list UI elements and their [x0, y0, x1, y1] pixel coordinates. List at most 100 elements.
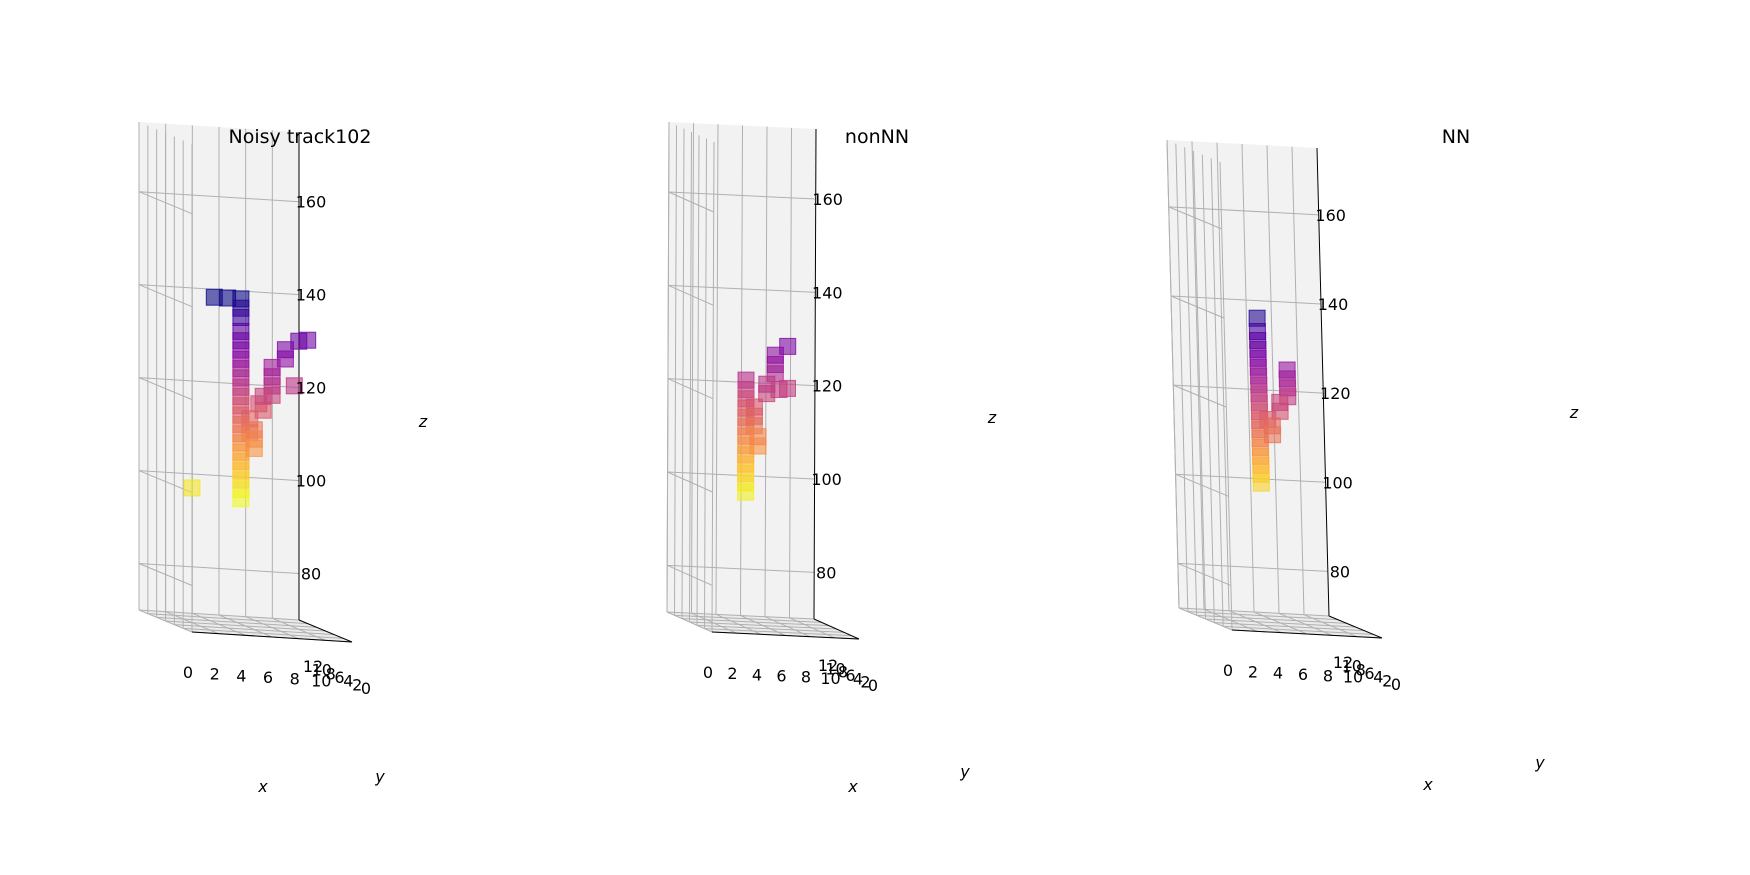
x-tick-label: 10 — [820, 669, 840, 688]
grid-line — [666, 564, 713, 586]
grid-line — [667, 471, 713, 493]
grid-line — [1201, 154, 1215, 623]
z-axis-label: z — [987, 408, 997, 427]
grid-line — [674, 125, 677, 616]
grid-line — [1177, 562, 1328, 572]
y-axis-line — [1328, 615, 1383, 639]
y-tick-label: 10 — [825, 659, 845, 678]
grid-line — [668, 191, 714, 213]
y-tick-label: 0 — [868, 676, 878, 695]
data-point — [245, 439, 263, 457]
y-axis-label: y — [374, 767, 385, 786]
grid-line — [691, 123, 694, 614]
grid-line — [1177, 562, 1232, 586]
grid-line — [1266, 145, 1280, 614]
x-tick-label: 8 — [290, 670, 300, 689]
z-tick-label: 140 — [296, 286, 327, 305]
z-tick-label: 140 — [1318, 295, 1349, 314]
x-tick-label: 10 — [1343, 668, 1363, 687]
y-tick-label: 2 — [860, 673, 870, 692]
y-tick-label: 2 — [1382, 671, 1392, 690]
grid-line — [1223, 625, 1374, 635]
z-tick-label: 80 — [1330, 562, 1350, 581]
y-tick-label: 12 — [303, 657, 323, 676]
x-tick-label: 8 — [1323, 666, 1333, 685]
grid-line — [1178, 607, 1330, 617]
y-tick-label: 10 — [1342, 657, 1362, 676]
z-tick-label: 100 — [811, 470, 842, 489]
data-point — [779, 337, 797, 355]
grid-line — [1173, 384, 1227, 408]
grid-line — [1216, 142, 1230, 611]
x-axis-line — [1231, 629, 1383, 639]
y-axis-line — [813, 618, 860, 640]
grid-line — [1196, 614, 1347, 624]
data-point — [770, 381, 788, 398]
x-tick-label: 2 — [727, 664, 737, 683]
grid-line — [681, 128, 685, 619]
x-axis-label: x — [847, 777, 858, 796]
x-tick-label: 4 — [236, 666, 246, 685]
grid-line — [1168, 206, 1222, 230]
grid-line — [674, 614, 822, 623]
grid-line — [668, 284, 714, 306]
x-tick-label: 2 — [210, 665, 220, 684]
grid-line — [138, 470, 300, 482]
grid-line — [1241, 143, 1255, 613]
grid-line — [668, 284, 816, 293]
grid-line — [1175, 473, 1326, 483]
x-axis-label: x — [1422, 775, 1433, 794]
x-axis-label: x — [257, 777, 268, 796]
y-tick-label: 0 — [361, 679, 371, 698]
z-tick-label: 100 — [296, 472, 327, 491]
data-point — [1264, 426, 1282, 444]
z-tick-label: 120 — [1320, 384, 1351, 403]
grid-line — [138, 284, 193, 308]
data-point — [290, 332, 308, 350]
grid-line — [138, 609, 300, 621]
data-point — [183, 479, 201, 497]
grid-line — [1170, 295, 1225, 319]
z-axis-label: z — [418, 412, 428, 431]
grid-line — [1184, 147, 1198, 616]
grid-line — [666, 121, 670, 613]
data-point — [254, 387, 272, 405]
grid-line — [666, 611, 815, 620]
y-tick-label: 6 — [334, 668, 344, 687]
y-axis-label: y — [959, 762, 970, 781]
y-tick-label: 2 — [352, 675, 362, 694]
grid-line — [1166, 139, 1180, 609]
grid-line — [1191, 141, 1205, 610]
y-tick-label: 8 — [838, 663, 848, 682]
grid-line — [689, 621, 837, 630]
z-tick-label: 100 — [1322, 473, 1353, 492]
data-point — [1271, 393, 1289, 411]
grid-line — [138, 191, 300, 203]
z-tick-label: 120 — [296, 379, 327, 398]
grid-line — [740, 125, 743, 616]
grid-line — [689, 131, 692, 623]
grid-line — [1193, 150, 1206, 620]
grid-line — [715, 124, 719, 615]
data-point — [1278, 361, 1296, 379]
grid-line — [667, 378, 714, 400]
grid-line — [1173, 384, 1324, 394]
x-axis-line — [191, 631, 353, 643]
grid-line — [138, 563, 193, 586]
x-tick-label: 0 — [703, 663, 713, 682]
y-tick-label: 6 — [1364, 664, 1374, 683]
y-tick-label: 8 — [326, 664, 336, 683]
grid-line — [1175, 473, 1229, 497]
z-axis-label: z — [1569, 403, 1579, 422]
z-axis-line — [1316, 147, 1330, 617]
grid-line — [668, 191, 816, 200]
grid-line — [1205, 618, 1356, 628]
grid-line — [147, 613, 308, 625]
y-tick-label: 12 — [818, 656, 838, 675]
grid-line — [138, 563, 300, 575]
z-tick-label: 80 — [816, 563, 836, 582]
